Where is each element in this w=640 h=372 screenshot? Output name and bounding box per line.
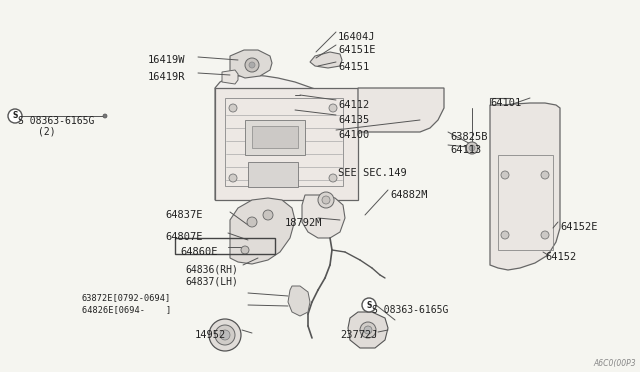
Polygon shape: [288, 286, 310, 316]
Circle shape: [362, 298, 376, 312]
Text: SEE SEC.149: SEE SEC.149: [338, 168, 407, 178]
Bar: [175, 238, 275, 254]
Text: 64135: 64135: [338, 115, 369, 125]
Text: S 08363-6165G: S 08363-6165G: [372, 305, 449, 315]
Circle shape: [322, 196, 330, 204]
Bar: [498, 155, 553, 250]
Text: 16419W: 16419W: [148, 55, 186, 65]
Text: S 08363-6165G: S 08363-6165G: [18, 116, 94, 126]
Text: 64151: 64151: [338, 62, 369, 72]
Text: 16404J: 16404J: [338, 32, 376, 42]
Text: 16419R: 16419R: [148, 72, 186, 82]
Circle shape: [501, 231, 509, 239]
Text: S: S: [366, 301, 372, 310]
Text: 64101: 64101: [490, 98, 521, 108]
Circle shape: [469, 145, 475, 151]
Text: 64807E: 64807E: [165, 232, 202, 242]
Bar: [245, 120, 305, 155]
Bar: [225, 98, 343, 186]
Text: 63825B: 63825B: [450, 132, 488, 142]
Circle shape: [215, 325, 235, 345]
Polygon shape: [230, 50, 272, 78]
Circle shape: [501, 171, 509, 179]
Circle shape: [541, 171, 549, 179]
Text: 64100: 64100: [338, 130, 369, 140]
Text: 64826E[0694-    ]: 64826E[0694- ]: [82, 305, 172, 314]
Circle shape: [8, 109, 22, 123]
Circle shape: [103, 114, 107, 118]
Polygon shape: [215, 75, 358, 132]
Text: 64151E: 64151E: [338, 45, 376, 55]
Polygon shape: [358, 88, 444, 132]
Text: 64837(LH): 64837(LH): [185, 277, 238, 287]
Text: 64152: 64152: [545, 252, 576, 262]
Circle shape: [220, 330, 230, 340]
Polygon shape: [302, 195, 345, 238]
Bar: [215, 88, 358, 200]
Text: S: S: [12, 112, 18, 121]
Circle shape: [249, 62, 255, 68]
Circle shape: [318, 192, 334, 208]
Bar: [252, 126, 298, 148]
Polygon shape: [348, 312, 388, 348]
Text: 64152E: 64152E: [560, 222, 598, 232]
Text: 64113: 64113: [450, 145, 481, 155]
Polygon shape: [230, 198, 295, 264]
Text: 14952: 14952: [195, 330, 227, 340]
Polygon shape: [222, 70, 238, 84]
Text: 64860E: 64860E: [180, 247, 218, 257]
Circle shape: [364, 326, 372, 334]
Circle shape: [229, 174, 237, 182]
Text: 64882M: 64882M: [390, 190, 428, 200]
Text: (2): (2): [38, 127, 56, 137]
Circle shape: [209, 319, 241, 351]
Circle shape: [247, 217, 257, 227]
Circle shape: [360, 322, 376, 338]
Circle shape: [229, 104, 237, 112]
Polygon shape: [310, 52, 342, 68]
Text: 64837E: 64837E: [165, 210, 202, 220]
Text: A6C0(00P3: A6C0(00P3: [593, 359, 636, 368]
Circle shape: [329, 174, 337, 182]
Circle shape: [241, 246, 249, 254]
Bar: [248, 162, 298, 187]
Polygon shape: [490, 103, 560, 270]
Text: 63872E[0792-0694]: 63872E[0792-0694]: [82, 293, 172, 302]
Circle shape: [541, 231, 549, 239]
Circle shape: [245, 58, 259, 72]
Polygon shape: [215, 88, 222, 200]
Text: 23772J: 23772J: [340, 330, 378, 340]
Circle shape: [466, 142, 478, 154]
Text: 18792M: 18792M: [285, 218, 323, 228]
Text: 64836(RH): 64836(RH): [185, 265, 238, 275]
Text: 64112: 64112: [338, 100, 369, 110]
Circle shape: [263, 210, 273, 220]
Circle shape: [329, 104, 337, 112]
